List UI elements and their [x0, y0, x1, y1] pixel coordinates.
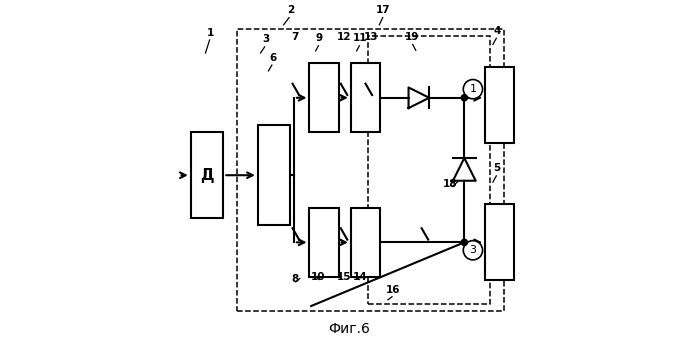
Bar — [237, 29, 504, 311]
Text: 13: 13 — [364, 32, 378, 42]
Text: 19: 19 — [405, 32, 419, 42]
Text: 9: 9 — [315, 33, 322, 43]
Text: 3: 3 — [470, 245, 477, 255]
Text: 17: 17 — [376, 5, 391, 15]
Text: Фиг.6: Фиг.6 — [328, 322, 370, 336]
Text: 2: 2 — [287, 5, 294, 15]
Bar — [368, 36, 490, 304]
Text: 1: 1 — [207, 27, 214, 37]
Bar — [350, 64, 380, 132]
Bar — [309, 64, 339, 132]
Text: 4: 4 — [493, 26, 500, 36]
Text: 6: 6 — [269, 53, 276, 63]
Text: Д: Д — [200, 168, 214, 183]
Text: 11: 11 — [353, 33, 368, 43]
Text: 18: 18 — [443, 179, 458, 189]
Bar — [191, 132, 223, 218]
Circle shape — [463, 79, 482, 99]
Text: 8: 8 — [291, 274, 298, 284]
Text: 7: 7 — [291, 32, 298, 42]
Bar — [485, 204, 514, 280]
Text: 15: 15 — [337, 272, 352, 282]
Text: 14: 14 — [353, 272, 368, 282]
Text: 3: 3 — [262, 34, 269, 44]
Text: 16: 16 — [386, 285, 401, 295]
Text: 10: 10 — [311, 272, 325, 282]
Circle shape — [461, 95, 468, 101]
Text: 5: 5 — [493, 163, 500, 174]
Circle shape — [461, 239, 468, 245]
Bar — [350, 208, 380, 277]
Bar — [258, 125, 290, 225]
Text: 1: 1 — [470, 84, 477, 94]
Text: 12: 12 — [337, 32, 352, 42]
Circle shape — [463, 240, 482, 260]
Bar — [309, 208, 339, 277]
Bar — [485, 67, 514, 143]
